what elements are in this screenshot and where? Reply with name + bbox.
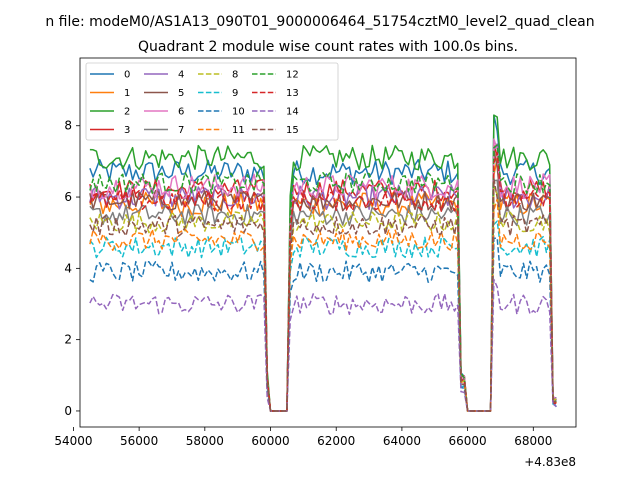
y-tick-label: 8 <box>64 119 72 133</box>
series-15-line <box>89 177 557 412</box>
legend-label-10: 10 <box>232 107 245 118</box>
legend-label-7: 7 <box>178 125 184 136</box>
legend-box <box>85 62 339 141</box>
x-tick-label: 66000 <box>449 434 487 448</box>
y-tick-label: 4 <box>64 261 72 275</box>
legend-label-2: 2 <box>124 107 130 118</box>
chart-title: Quadrant 2 module wise count rates with … <box>138 39 518 55</box>
x-tick-label: 60000 <box>251 434 289 448</box>
legend-label-15: 15 <box>286 125 299 136</box>
y-tick-label: 0 <box>64 404 72 418</box>
figure-suptitle: n file: modeM0/AS1A13_090T01_9000006464_… <box>45 14 594 30</box>
x-tick-label: 54000 <box>54 434 92 448</box>
legend-label-1: 1 <box>124 88 130 99</box>
axes-frame <box>79 57 577 428</box>
legend-label-12: 12 <box>286 70 299 81</box>
x-tick-label: 58000 <box>186 434 224 448</box>
x-tick-label: 56000 <box>120 434 158 448</box>
x-tick-label: 62000 <box>317 434 355 448</box>
legend-label-14: 14 <box>286 107 299 118</box>
series-9-line <box>89 220 557 412</box>
x-offset-label: +4.83e8 <box>524 455 576 469</box>
axes: 54000 56000 58000 60000 62000 64000 66000 68000… <box>54 57 577 448</box>
legend-label-13: 13 <box>286 88 299 99</box>
legend-label-4: 4 <box>178 70 184 81</box>
legend-label-5: 5 <box>178 88 184 99</box>
x-tick-label: 68000 <box>514 434 552 448</box>
y-tick-label: 2 <box>64 333 72 347</box>
legend-label-6: 6 <box>178 107 184 118</box>
series-11-line <box>89 198 557 412</box>
y-tick-label: 6 <box>64 190 72 204</box>
series-layer <box>89 114 557 412</box>
legend-label-3: 3 <box>124 125 130 136</box>
x-tick-label: 64000 <box>383 434 421 448</box>
legend-label-8: 8 <box>232 70 238 81</box>
legend-label-9: 9 <box>232 88 238 99</box>
legend-label-11: 11 <box>232 125 245 136</box>
legend-label-0: 0 <box>124 70 130 81</box>
